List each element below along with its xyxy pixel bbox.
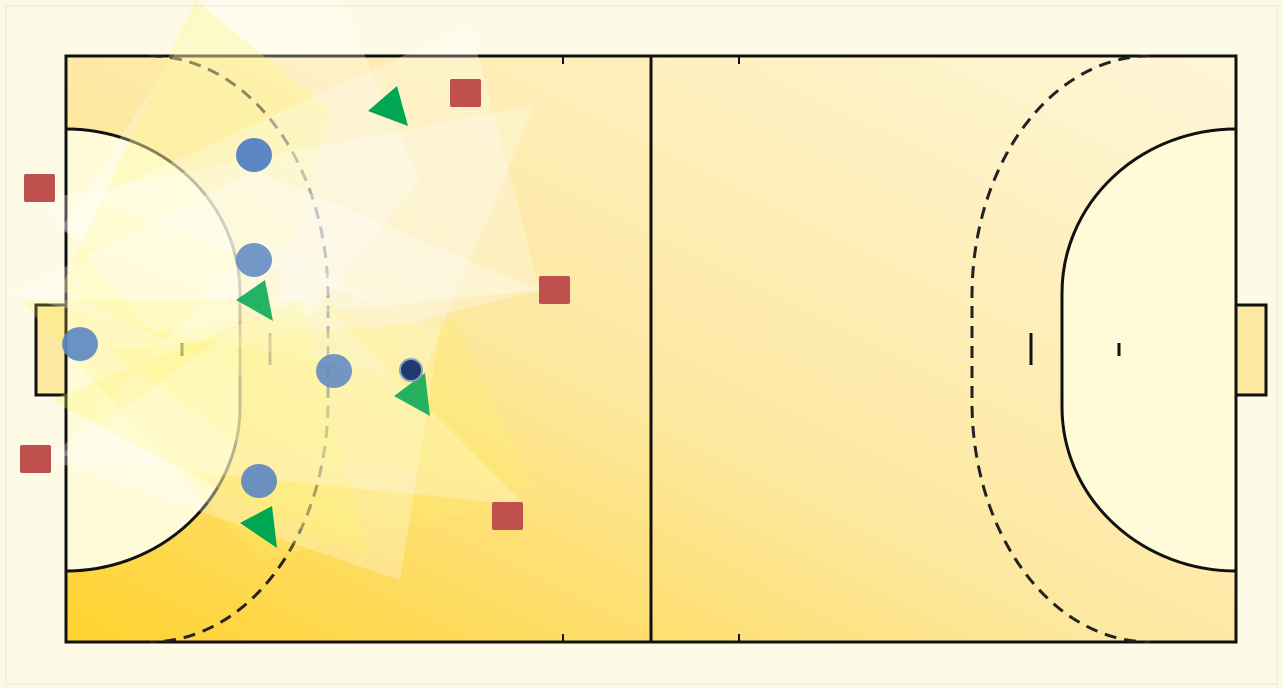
- attacker-square[interactable]: [20, 445, 51, 473]
- defender-circle[interactable]: [316, 354, 352, 388]
- defender-circle[interactable]: [236, 243, 272, 277]
- attackers: [20, 79, 570, 530]
- ball[interactable]: [399, 358, 423, 382]
- movement-arrow-triangle[interactable]: [394, 373, 430, 416]
- penalty-marks: [180, 333, 1121, 365]
- right-free-throw-line: [970, 54, 1151, 644]
- defenders: [62, 138, 352, 498]
- attacker-square[interactable]: [492, 502, 523, 530]
- goalkeeper-circle[interactable]: [62, 327, 98, 361]
- left-free-throw-line: [149, 54, 330, 644]
- defender-circle[interactable]: [236, 138, 272, 172]
- attacker-square[interactable]: [450, 79, 481, 107]
- attacker-square[interactable]: [539, 276, 570, 304]
- right-goal-area: [1062, 129, 1236, 571]
- right-goal-area-line: [1060, 127, 1237, 573]
- left-goal-area: [66, 129, 240, 571]
- movement-arrow-triangle[interactable]: [236, 280, 273, 321]
- movement-arrow-triangle[interactable]: [368, 86, 408, 126]
- movement-arrows: [236, 86, 430, 548]
- left-goal-area-line: [65, 127, 242, 573]
- left-goal: [34, 303, 68, 397]
- substitution-marks: [562, 56, 740, 642]
- defender-circle[interactable]: [241, 464, 277, 498]
- attacker-square[interactable]: [24, 174, 55, 202]
- movement-arrow-triangle[interactable]: [240, 506, 277, 548]
- right-goal: [1234, 303, 1268, 397]
